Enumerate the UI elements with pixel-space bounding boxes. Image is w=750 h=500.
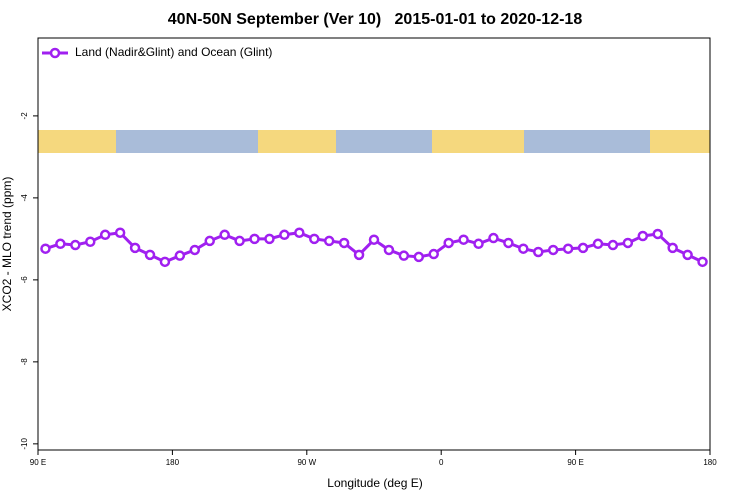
data-point xyxy=(368,234,380,245)
data-point xyxy=(338,237,350,249)
legend-label: Land (Nadir&Glint) and Ocean (Glint) xyxy=(75,45,272,59)
data-point xyxy=(652,228,663,240)
land-band xyxy=(258,130,336,153)
data-point xyxy=(503,237,514,249)
data-point xyxy=(413,251,425,263)
y-tick-label: -10 xyxy=(20,438,29,450)
y-axis-label: XCO2 - MLO trend (ppm) xyxy=(0,177,14,312)
data-point xyxy=(398,250,410,261)
data-point xyxy=(667,242,678,254)
data-point xyxy=(622,237,634,249)
chart-title: 40N-50N September (Ver 10) 2015-01-01 to… xyxy=(168,11,583,28)
y-tick-label: -4 xyxy=(20,194,29,202)
y-tick-label: -8 xyxy=(20,358,29,366)
data-point xyxy=(219,229,230,241)
data-point xyxy=(323,235,335,247)
ocean-band xyxy=(38,130,710,153)
data-point xyxy=(353,249,365,261)
land-band xyxy=(650,130,710,153)
x-tick-label: 0 xyxy=(439,458,444,467)
data-point xyxy=(234,235,245,247)
map-band xyxy=(38,130,710,153)
data-point xyxy=(129,242,141,254)
data-point xyxy=(189,244,201,256)
data-point xyxy=(294,227,305,238)
data-point xyxy=(383,244,395,256)
data-point xyxy=(85,236,96,247)
y-tick-label: -2 xyxy=(20,112,29,120)
data-point xyxy=(697,256,708,268)
data-point xyxy=(637,230,649,242)
y-tick-label: -6 xyxy=(20,276,29,284)
data-point xyxy=(204,235,215,247)
data-point xyxy=(174,250,186,261)
data-point xyxy=(473,238,484,250)
data-point xyxy=(562,243,574,254)
data-point xyxy=(592,238,604,250)
x-tick-label: 180 xyxy=(166,458,180,467)
x-axis-label: Longitude (deg E) xyxy=(327,476,422,490)
data-point xyxy=(55,238,66,250)
data-point xyxy=(488,232,499,244)
data-point xyxy=(518,243,529,254)
plot-frame xyxy=(37,37,711,451)
x-tick-label: 90 E xyxy=(567,458,583,467)
data-point xyxy=(264,233,275,245)
data-point xyxy=(144,249,156,261)
data-point xyxy=(40,243,51,254)
land-band xyxy=(38,130,116,153)
data-point xyxy=(159,256,171,268)
data-point xyxy=(547,244,559,256)
x-tick-label: 90 E xyxy=(30,458,46,467)
data-point xyxy=(70,239,81,251)
land-band xyxy=(432,130,524,153)
data-point xyxy=(99,229,111,241)
data-point xyxy=(443,237,454,249)
data-point xyxy=(309,233,320,245)
x-tick-label: 90 W xyxy=(297,458,316,467)
data-point xyxy=(533,246,544,258)
data-point xyxy=(458,234,469,245)
data-point xyxy=(682,249,693,261)
data-point xyxy=(607,239,619,251)
data-point xyxy=(114,227,126,238)
x-tick-label: 180 xyxy=(703,458,717,467)
legend-marker xyxy=(49,47,61,59)
data-point xyxy=(279,229,290,241)
data-point xyxy=(577,242,589,254)
data-point xyxy=(249,233,260,245)
data-point xyxy=(428,248,439,260)
